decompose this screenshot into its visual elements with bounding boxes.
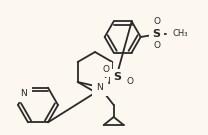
Text: N: N bbox=[20, 89, 27, 98]
Text: S: S bbox=[114, 72, 122, 82]
Text: CH₃: CH₃ bbox=[173, 30, 188, 38]
Text: S: S bbox=[153, 29, 161, 39]
Text: O: O bbox=[102, 65, 109, 73]
Text: N: N bbox=[104, 77, 110, 87]
Text: N: N bbox=[96, 82, 103, 92]
Text: O: O bbox=[153, 18, 160, 26]
Text: O: O bbox=[126, 77, 133, 87]
Text: O: O bbox=[153, 41, 160, 50]
